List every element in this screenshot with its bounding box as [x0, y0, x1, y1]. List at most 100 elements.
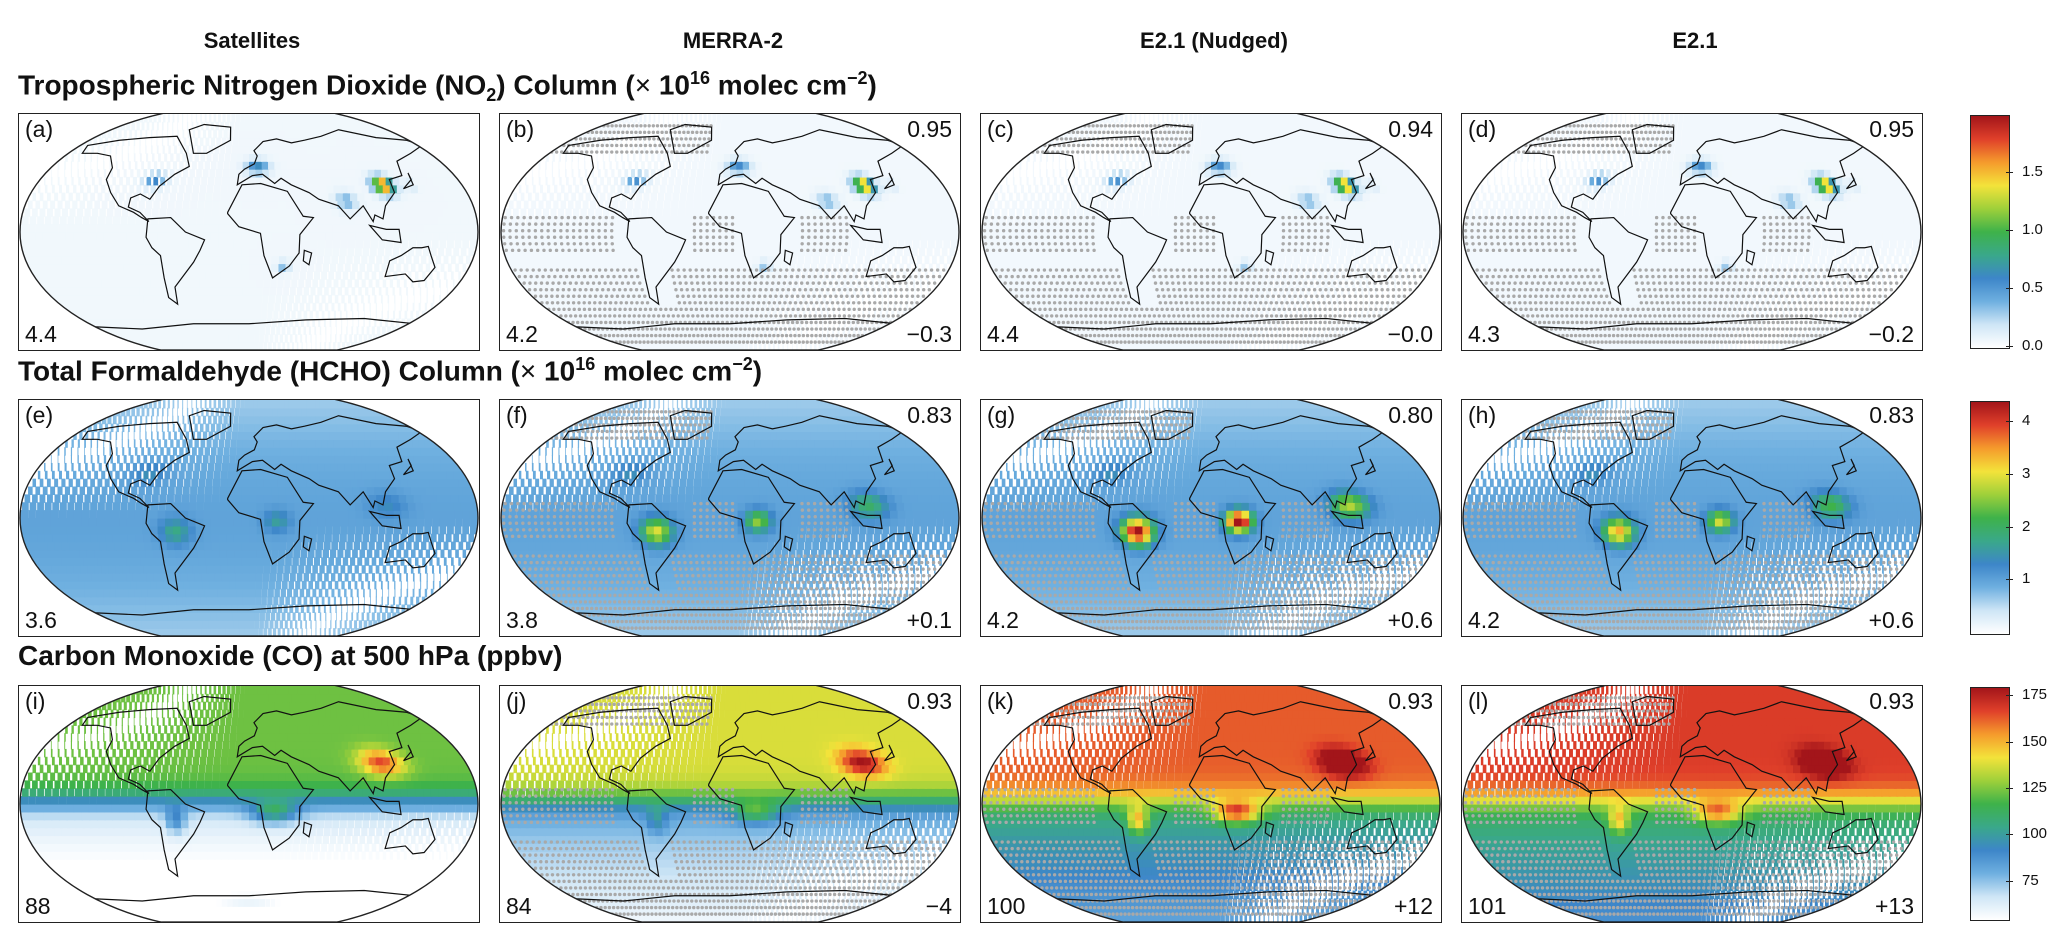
bias-value: +0.1 [907, 607, 952, 634]
map-panel: (f) 0.83 3.8 +0.1 [499, 399, 961, 637]
world-map [19, 686, 479, 922]
world-map [500, 400, 960, 636]
coastline [564, 889, 899, 922]
panel-label: (k) [987, 688, 1014, 715]
coastline [564, 317, 899, 350]
coastline [1631, 409, 1675, 440]
coastline [367, 510, 402, 530]
colorbar-tick-label: 175 [2005, 686, 2047, 703]
coastline [783, 821, 794, 838]
coastline [1827, 531, 1879, 569]
map-panel: (c) 0.94 4.4 −0.0 [980, 113, 1442, 351]
coastline [884, 458, 896, 476]
correlation-value: 0.95 [1869, 116, 1914, 143]
colorbar-tick-label: 1.0 [2006, 221, 2043, 238]
correlation-value: 0.93 [1388, 688, 1433, 715]
world-map [981, 114, 1441, 350]
global-mean-value: 4.2 [987, 607, 1019, 634]
coastline [1329, 224, 1364, 244]
colorbar-tick-label: 1.5 [2006, 163, 2043, 180]
coastline [1631, 123, 1675, 154]
coastline [1810, 510, 1845, 530]
panel-label: (d) [1468, 116, 1496, 143]
coastline [81, 421, 190, 509]
coastline [1588, 216, 1649, 306]
coastline [236, 701, 424, 795]
correlation-value: 0.83 [1869, 402, 1914, 429]
coastline [403, 172, 415, 190]
coastline [188, 409, 232, 440]
correlation-value: 0.94 [1388, 116, 1433, 143]
coastline [227, 754, 315, 851]
correlation-value: 0.80 [1388, 402, 1433, 429]
coastline [81, 135, 190, 223]
global-mean-value: 4.4 [25, 321, 57, 348]
coastline [227, 468, 315, 565]
correlation-value: 0.93 [907, 688, 952, 715]
global-mean-value: 4.2 [506, 321, 538, 348]
coastline [403, 458, 415, 476]
coastline [1670, 468, 1758, 565]
colorbar-tick-label: 3 [2005, 465, 2030, 482]
panel-label: (f) [506, 402, 528, 429]
coastline [1526, 603, 1861, 636]
coastline [1264, 535, 1275, 552]
bias-value: +0.6 [1388, 607, 1433, 634]
global-mean-value: 3.6 [25, 607, 57, 634]
map-panel: (i) 88 [18, 685, 480, 923]
coastline [562, 135, 671, 223]
correlation-value: 0.95 [907, 116, 952, 143]
colorbar-tick-label: 2 [2005, 518, 2030, 535]
coastline [188, 123, 232, 154]
coastline [1346, 817, 1398, 855]
coastline [302, 821, 313, 838]
map-panel: (g) 0.80 4.2 +0.6 [980, 399, 1442, 637]
global-mean-value: 88 [25, 893, 51, 920]
coastline [1107, 788, 1168, 878]
colorbar-tick-label: 100 [2005, 825, 2047, 842]
panel-label: (g) [987, 402, 1015, 429]
bias-value: −0.3 [907, 321, 952, 348]
coastline [783, 249, 794, 266]
coastline [1198, 129, 1386, 223]
colorbar-tick-label: 0.5 [2006, 279, 2043, 296]
coastline [145, 788, 206, 878]
map-panel: (h) 0.83 4.2 +0.6 [1461, 399, 1923, 637]
coastline [562, 421, 671, 509]
coastline [848, 510, 883, 530]
coastline [1588, 788, 1649, 878]
coastline [669, 695, 713, 726]
coastline [564, 603, 899, 636]
row-title-co: Carbon Monoxide (CO) at 500 hPa (ppbv) [18, 640, 562, 672]
global-mean-value: 100 [987, 893, 1025, 920]
coastline [848, 796, 883, 816]
coastline [783, 535, 794, 552]
coastline [1524, 135, 1633, 223]
bias-value: +0.6 [1869, 607, 1914, 634]
map-panel: (e) 3.6 [18, 399, 480, 637]
coastline [236, 129, 424, 223]
panel-label: (e) [25, 402, 53, 429]
column-header-merra2: MERRA-2 [503, 28, 963, 54]
map-panel: (l) 0.93 101 +13 [1461, 685, 1923, 923]
coastline [302, 535, 313, 552]
panel-label: (a) [25, 116, 53, 143]
coastline [1043, 707, 1152, 795]
bias-value: −0.0 [1388, 321, 1433, 348]
panel-label: (c) [987, 116, 1014, 143]
coastline [1745, 821, 1756, 838]
coastline [626, 502, 687, 592]
coastline [1827, 245, 1879, 283]
panel-label: (b) [506, 116, 534, 143]
coastline [1526, 889, 1861, 922]
coastline [1189, 468, 1277, 565]
coastline [1631, 695, 1675, 726]
map-panel: (d) 0.95 4.3 −0.2 [1461, 113, 1923, 351]
map-panel: (a) 4.4 [18, 113, 480, 351]
global-mean-value: 4.3 [1468, 321, 1500, 348]
coastline [81, 707, 190, 795]
coastline [717, 415, 905, 509]
coastline [1670, 182, 1758, 279]
coastline [669, 409, 713, 440]
colorbar-tick-label: 125 [2005, 779, 2047, 796]
